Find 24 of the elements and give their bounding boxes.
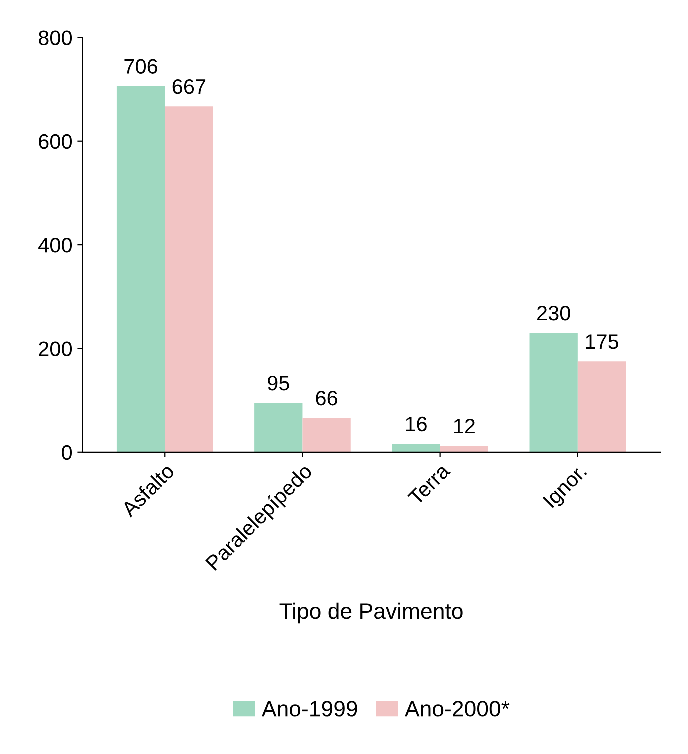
bar [254,403,303,452]
x-axis-title: Tipo de Pavimento [280,602,463,624]
y-tick-label: 400 [38,238,72,253]
legend-label: Ano-2000* [405,701,510,717]
data-label: 667 [172,79,206,94]
bar [392,444,440,452]
bar [530,333,578,452]
data-label: 95 [268,376,290,391]
bar [440,446,488,452]
data-label: 16 [406,416,427,432]
y-tick-label: 800 [38,30,72,46]
data-label: 66 [316,390,338,406]
data-label: 12 [454,418,475,434]
legend-label: Ano-1999 [262,701,358,717]
y-tick-label: 0 [62,445,72,460]
y-tick-label: 200 [39,342,72,356]
data-label: 175 [586,334,619,350]
data-label: 230 [538,306,570,321]
y-tick-label: 600 [39,134,72,150]
bar [116,86,166,452]
data-label: 706 [124,59,158,74]
bar [302,418,351,452]
bar [578,362,626,452]
bar [165,106,214,452]
